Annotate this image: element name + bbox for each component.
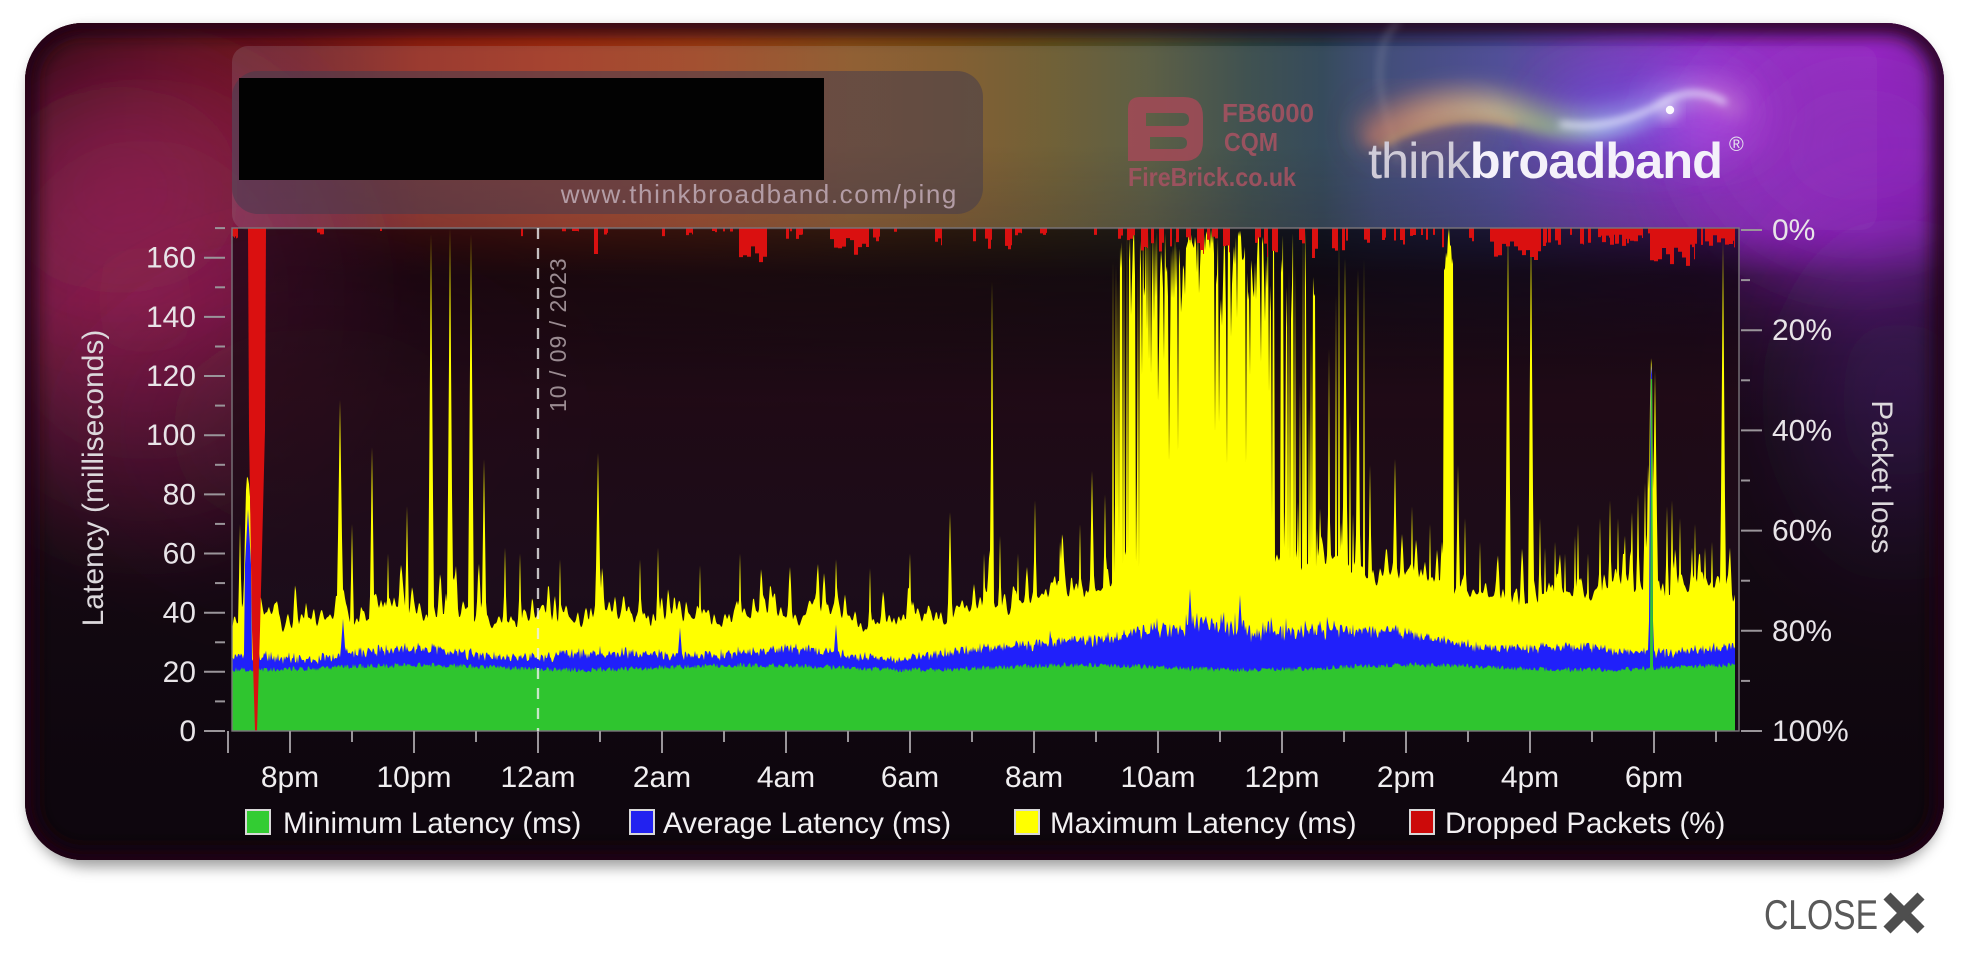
svg-text:60%: 60% bbox=[1772, 515, 1832, 548]
svg-text:120: 120 bbox=[146, 360, 196, 393]
svg-text:8am: 8am bbox=[1005, 761, 1063, 794]
svg-text:Minimum Latency (ms): Minimum Latency (ms) bbox=[283, 807, 581, 840]
svg-text:80%: 80% bbox=[1772, 615, 1832, 648]
svg-text:®: ® bbox=[1729, 134, 1744, 156]
svg-text:60: 60 bbox=[163, 538, 196, 571]
svg-text:100%: 100% bbox=[1772, 715, 1849, 748]
svg-text:Maximum Latency (ms): Maximum Latency (ms) bbox=[1050, 807, 1357, 840]
svg-text:10am: 10am bbox=[1120, 761, 1195, 794]
svg-text:10pm: 10pm bbox=[376, 761, 451, 794]
svg-text:20: 20 bbox=[163, 656, 196, 689]
svg-text:Dropped Packets (%): Dropped Packets (%) bbox=[1445, 807, 1725, 840]
svg-text:8pm: 8pm bbox=[261, 761, 319, 794]
svg-text:0%: 0% bbox=[1772, 214, 1815, 247]
svg-text:thinkbroadband: thinkbroadband bbox=[1368, 133, 1722, 189]
svg-text:40%: 40% bbox=[1772, 414, 1832, 447]
svg-text:CQM: CQM bbox=[1224, 127, 1278, 157]
svg-text:Average Latency (ms): Average Latency (ms) bbox=[663, 807, 951, 840]
svg-text:140: 140 bbox=[146, 301, 196, 334]
svg-text:10 / 09 / 2023: 10 / 09 / 2023 bbox=[545, 257, 571, 412]
svg-text:100: 100 bbox=[146, 419, 196, 452]
svg-text:4pm: 4pm bbox=[1501, 761, 1559, 794]
svg-text:2am: 2am bbox=[633, 761, 691, 794]
svg-text:12am: 12am bbox=[500, 761, 575, 794]
svg-text:Latency (milliseconds): Latency (milliseconds) bbox=[77, 330, 110, 627]
svg-text:www.thinkbroadband.com/ping: www.thinkbroadband.com/ping bbox=[560, 179, 958, 209]
svg-text:6pm: 6pm bbox=[1625, 761, 1683, 794]
svg-text:12pm: 12pm bbox=[1244, 761, 1319, 794]
svg-text:FireBrick.co.uk: FireBrick.co.uk bbox=[1128, 162, 1296, 192]
svg-text:6am: 6am bbox=[881, 761, 939, 794]
svg-text:20%: 20% bbox=[1772, 314, 1832, 347]
svg-text:CLOSE: CLOSE bbox=[1764, 891, 1878, 938]
svg-text:2pm: 2pm bbox=[1377, 761, 1435, 794]
svg-text:40: 40 bbox=[163, 597, 196, 630]
svg-text:80: 80 bbox=[163, 478, 196, 511]
svg-text:Packet loss: Packet loss bbox=[1865, 400, 1898, 553]
svg-text:0: 0 bbox=[179, 715, 196, 748]
svg-text:160: 160 bbox=[146, 242, 196, 275]
svg-text:FB6000: FB6000 bbox=[1222, 98, 1314, 128]
svg-text:4am: 4am bbox=[757, 761, 815, 794]
